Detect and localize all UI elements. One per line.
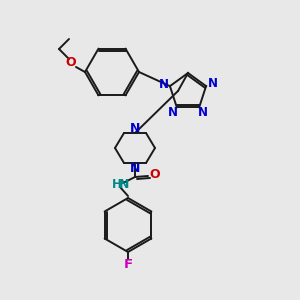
Text: N: N — [159, 78, 169, 91]
Text: H: H — [112, 178, 122, 191]
Text: N: N — [208, 77, 218, 91]
Text: N: N — [130, 122, 140, 134]
Text: N: N — [119, 178, 129, 191]
Text: O: O — [66, 56, 76, 70]
Text: O: O — [150, 169, 160, 182]
Text: N: N — [198, 106, 208, 119]
Text: N: N — [168, 106, 178, 119]
Text: N: N — [130, 161, 140, 175]
Text: F: F — [123, 259, 133, 272]
